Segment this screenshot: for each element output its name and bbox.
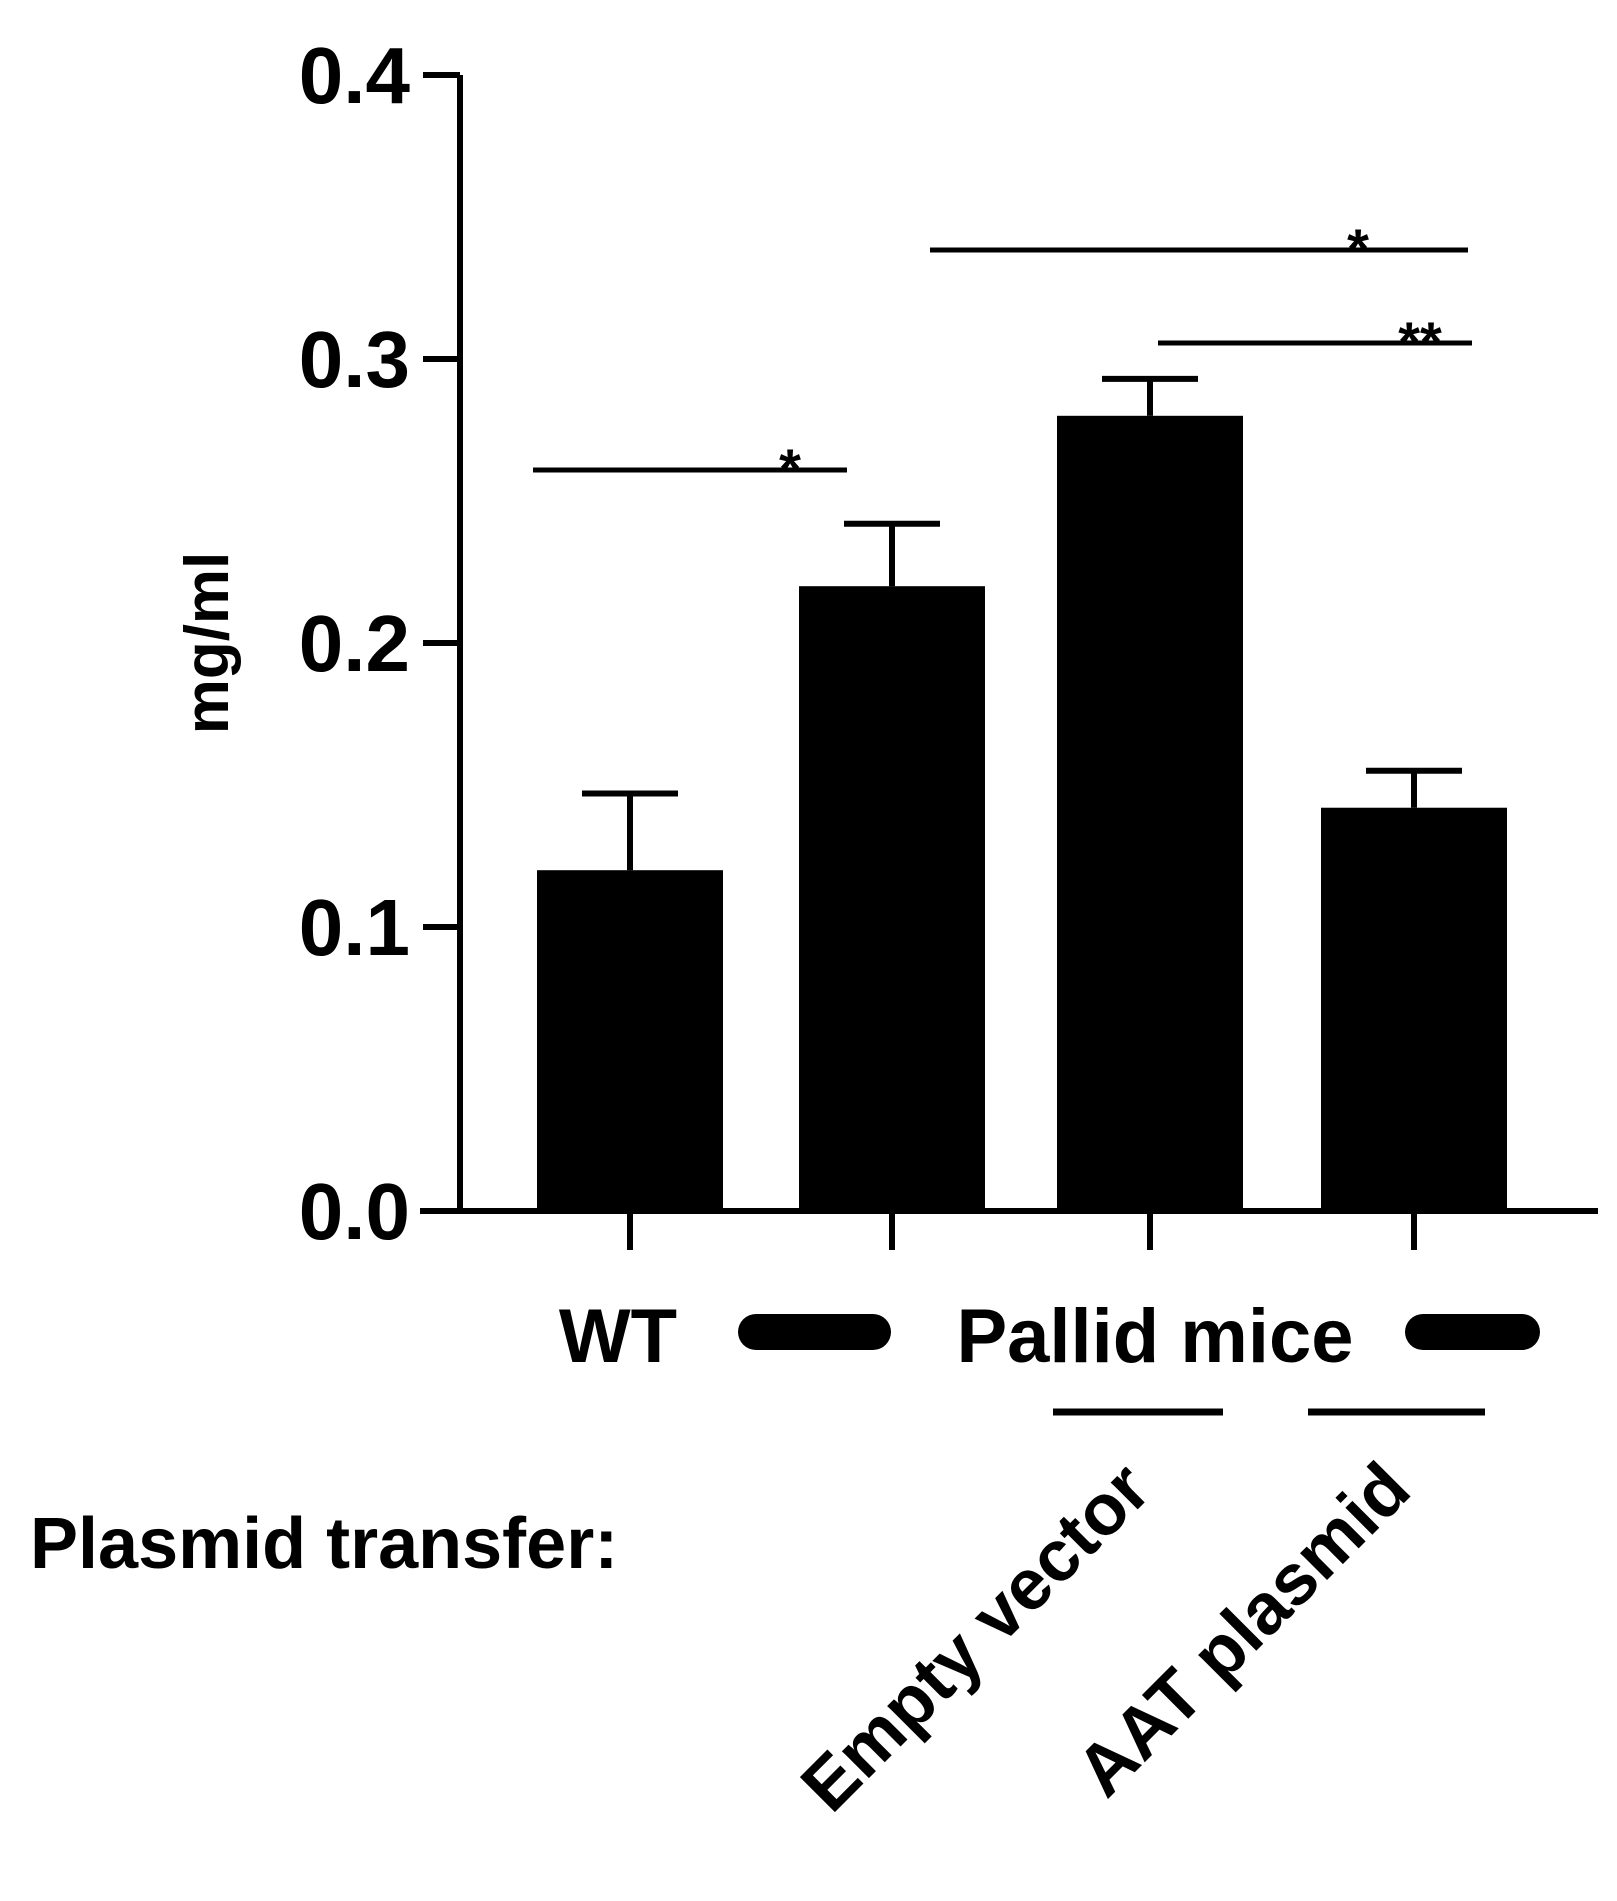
pallid-bracket-left [738, 1314, 891, 1350]
pallid-mice-label: Pallid mice [956, 1294, 1353, 1379]
bars [537, 415, 1507, 1211]
significance-label: * [779, 437, 801, 500]
significance-brackets: **** [533, 217, 1472, 500]
y-tick-label: 0.1 [299, 883, 410, 972]
y-tick-label: 0.4 [299, 31, 411, 120]
bar [537, 870, 723, 1211]
wt-label: WT [559, 1294, 677, 1379]
y-tick-label: 0.3 [299, 315, 410, 404]
significance-label: * [1347, 217, 1369, 280]
y-tick-label: 0.0 [299, 1167, 410, 1256]
pallid-bracket-right [1405, 1314, 1540, 1350]
bar [1321, 807, 1507, 1211]
bar [799, 586, 985, 1211]
y-ticks: 0.0 0.1 0.2 0.3 0.4 [299, 31, 460, 1256]
y-tick-label: 0.2 [299, 599, 410, 688]
bar [1057, 415, 1243, 1211]
error-bars [582, 375, 1462, 871]
plasmid-transfer-label: Plasmid transfer: [30, 1504, 618, 1584]
y-axis-label: mg/ml [173, 552, 242, 735]
x-ticks [627, 1211, 1417, 1250]
significance-label: ** [1398, 310, 1442, 373]
